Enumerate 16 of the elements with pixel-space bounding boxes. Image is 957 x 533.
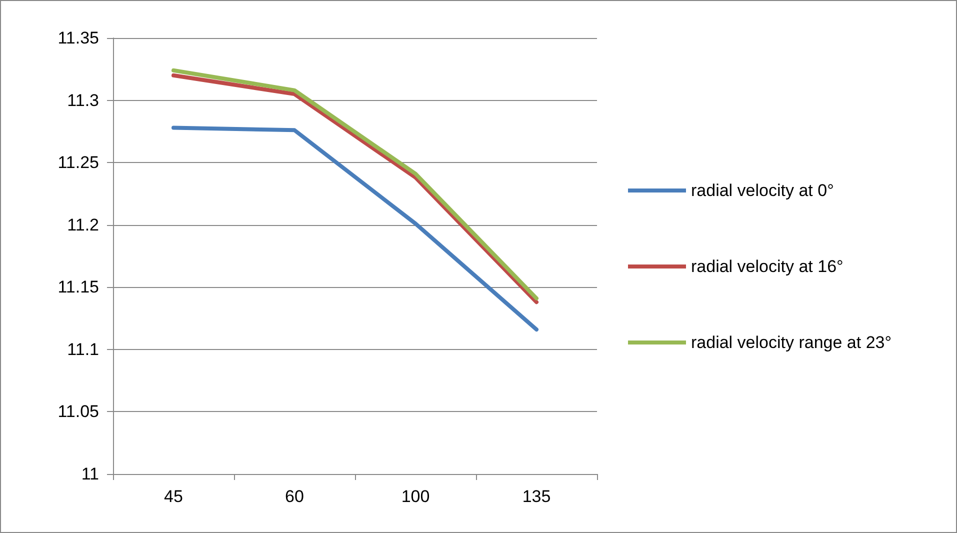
legend-label: radial velocity at 0° — [691, 181, 834, 200]
y-tick-label: 11.05 — [58, 402, 99, 422]
y-tick-label: 11.2 — [67, 215, 99, 234]
y-tick-label: 11.1 — [67, 340, 99, 359]
legend-label: radial velocity range at 23° — [691, 333, 892, 352]
x-tick-label: 100 — [401, 487, 430, 506]
x-tick-label: 60 — [285, 487, 304, 506]
y-tick-label: 11.15 — [58, 278, 99, 297]
x-tick-label: 45 — [164, 487, 183, 506]
y-tick-label: 11 — [81, 464, 99, 484]
x-tick-label: 135 — [522, 487, 551, 506]
legend-label: radial velocity at 16° — [691, 257, 844, 276]
y-tick-label: 11.3 — [67, 90, 99, 110]
line-series — [172, 126, 538, 332]
y-tick-label: 11.35 — [58, 28, 99, 48]
y-tick-label: 11.25 — [58, 153, 99, 172]
